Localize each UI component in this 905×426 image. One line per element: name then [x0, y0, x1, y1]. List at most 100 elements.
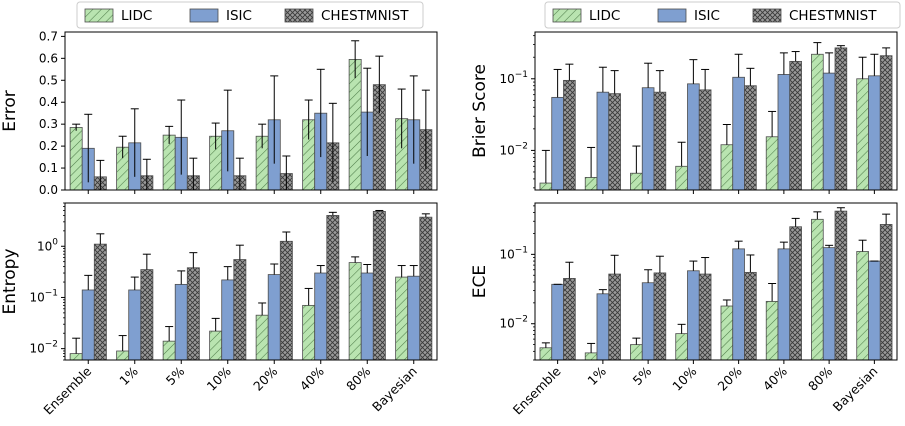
legend-label-isic: ISIC	[226, 8, 252, 24]
error-chart-panel: 0.0 0.1 0.2 0.3 0.4 0.5 0.6 0.7 Error	[0, 29, 438, 197]
x-category-label-1: 1%	[116, 363, 141, 388]
bar-isic-bayesian	[868, 75, 881, 191]
bar-lidc-bayesian	[856, 78, 869, 191]
legend-label-lidc: LIDC	[121, 8, 152, 24]
bar-lidc-40	[765, 136, 779, 191]
bar-isic-80	[822, 247, 836, 361]
x-category-label-ensemble: Ensemble	[40, 363, 94, 417]
y-tick-label: 0.2	[39, 139, 58, 153]
bar-chestmnist-5	[186, 267, 200, 361]
bar-lidc-20	[255, 314, 269, 361]
x-category-label-1: 1%	[584, 363, 609, 388]
bar-lidc-80	[348, 59, 362, 191]
bar-lidc-10	[675, 165, 688, 191]
bar-lidc-20	[720, 144, 734, 191]
bar-chestmnist-80	[834, 210, 848, 361]
bar-chestmnist-bayesian	[879, 55, 893, 191]
bar-isic-20	[267, 274, 281, 361]
bar-isic-20	[732, 76, 745, 191]
y-tick-label: 10−2	[29, 340, 58, 356]
x-category-label-20: 20%	[714, 363, 744, 393]
bar-chestmnist-10	[698, 273, 712, 361]
bar-lidc-1	[584, 176, 598, 191]
bar-chestmnist-80	[372, 210, 386, 361]
bar-chestmnist-10	[698, 89, 712, 191]
legend-label-isic: ISIC	[694, 8, 720, 24]
y-tick-label: 10−1	[29, 288, 58, 304]
x-category-label-5: 5%	[630, 363, 655, 388]
legend-frame	[76, 1, 424, 29]
bar-chestmnist-bayesian	[419, 216, 433, 361]
y-axis-label: ECE	[470, 265, 490, 298]
y-axis-label: Brier Score	[470, 64, 490, 158]
x-category-label-10: 10%	[669, 363, 699, 393]
plot-frame	[534, 31, 898, 191]
bar-isic-5	[641, 282, 655, 361]
legend-swatch-isic	[657, 8, 687, 23]
bar-chestmnist-80	[834, 47, 848, 191]
bar-lidc-bayesian	[856, 251, 869, 361]
bar-lidc-80	[348, 262, 362, 361]
bar-lidc-80	[811, 218, 824, 361]
bar-isic-10	[687, 270, 700, 361]
x-category-label-40: 40%	[297, 363, 327, 393]
y-tick-label: 0.0	[39, 183, 58, 197]
bar-chestmnist-bayesian	[879, 224, 893, 361]
y-tick-label: 0.5	[39, 73, 58, 87]
bar-lidc-ensemble	[69, 353, 83, 361]
bar-chestmnist-20	[744, 271, 757, 361]
y-tick-label: 10−1	[499, 245, 528, 261]
legend-swatch-chestmnist	[284, 8, 314, 23]
bar-lidc-20	[720, 305, 734, 361]
plot-frame	[64, 31, 438, 191]
bar-chestmnist-1	[608, 273, 621, 361]
bar-lidc-40	[765, 300, 779, 361]
x-category-label-40: 40%	[760, 363, 790, 393]
bar-chestmnist-ensemble	[563, 278, 576, 361]
plot-frame	[534, 202, 898, 361]
x-category-label-bayesian: Bayesian	[830, 364, 881, 415]
x-category-label-80: 80%	[343, 363, 373, 393]
bar-isic-80	[822, 72, 836, 191]
bar-isic-40	[777, 74, 791, 191]
bar-chestmnist-10	[233, 259, 247, 361]
bar-isic-bayesian	[868, 260, 881, 361]
legend-swatch-isic	[189, 8, 219, 23]
legend-left: LIDC ISIC CHESTMNIST	[76, 1, 424, 29]
bar-chestmnist-1	[140, 269, 154, 361]
ece-chart-panel: 10−2 10−1 Ensemble 1% 5% 10% 20% 40% 80%Bayesian…	[470, 202, 898, 417]
bar-lidc-1	[584, 352, 598, 361]
bar-chestmnist-ensemble	[93, 243, 107, 361]
legend-frame	[544, 1, 901, 29]
y-tick-label: 0.1	[39, 161, 58, 175]
x-category-label-80: 80%	[805, 363, 835, 393]
bar-chestmnist-40	[326, 215, 340, 361]
bar-lidc-10	[675, 333, 688, 361]
x-category-label-5: 5%	[163, 363, 188, 388]
x-category-label-20: 20%	[250, 363, 280, 393]
bar-isic-bayesian	[407, 275, 421, 361]
bar-isic-20	[732, 248, 745, 361]
bar-lidc-ensemble	[539, 347, 553, 361]
bar-chestmnist-20	[744, 85, 757, 191]
bar-lidc-bayesian	[395, 276, 409, 361]
bar-isic-1	[596, 293, 610, 361]
bar-lidc-1	[116, 350, 130, 361]
legend-swatch-chestmnist	[752, 8, 782, 23]
bar-lidc-5	[630, 344, 643, 361]
legend-swatch-lidc	[552, 8, 582, 23]
y-tick-label: 10−2	[499, 141, 528, 157]
y-tick-label: 0.7	[39, 29, 58, 43]
bar-isic-5	[174, 283, 188, 361]
bar-lidc-5	[162, 340, 176, 361]
bar-chestmnist-20	[279, 240, 293, 361]
bar-isic-40	[314, 272, 328, 361]
y-axis-label: Error	[0, 90, 20, 131]
x-category-label-ensemble: Ensemble	[510, 363, 564, 417]
y-tick-label: 10−1	[499, 70, 528, 86]
bar-chestmnist-5	[653, 272, 667, 361]
entropy-chart-panel: 10−2 10−1 100 Ensemble 1% 5% 10% 20% 40% 80%Bayes…	[0, 202, 438, 417]
bar-isic-5	[641, 87, 655, 191]
bar-isic-10	[687, 83, 700, 191]
